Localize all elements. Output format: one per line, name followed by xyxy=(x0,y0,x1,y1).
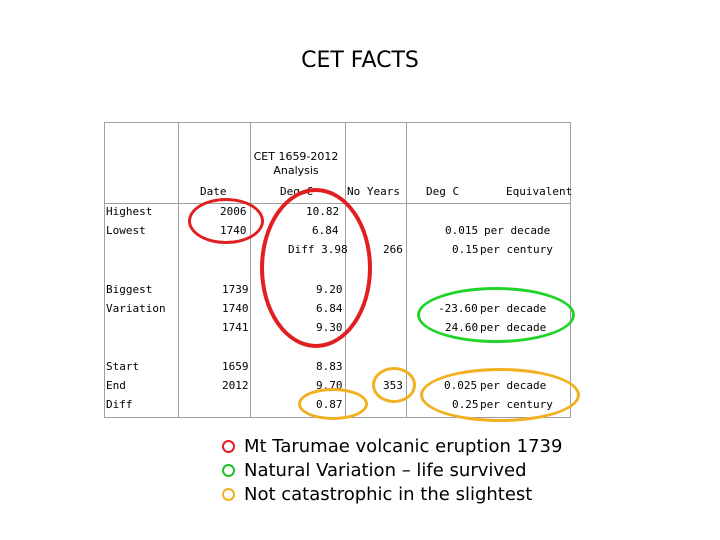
header-equivalent: Equivalent xyxy=(506,185,573,198)
bullet-item: Not catastrophic in the slightest xyxy=(222,482,562,506)
annotation-ring-orange xyxy=(298,388,368,420)
cell-degc: 8.83 xyxy=(316,360,343,373)
annotation-ring-red xyxy=(188,198,264,244)
row-label-variation: Variation xyxy=(106,302,166,315)
row-label-end: End xyxy=(106,379,126,392)
table-caption: CET 1659-2012 Analysis xyxy=(250,150,342,178)
row-label-diff: Diff xyxy=(106,398,133,411)
table-gridline xyxy=(104,122,105,418)
cell-rate: 0.15 xyxy=(452,243,479,256)
header-no-years: No Years xyxy=(347,185,400,198)
bullet-text: Mt Tarumae volcanic eruption 1739 xyxy=(244,435,563,457)
annotation-ring-green xyxy=(417,287,575,343)
cell-years: 266 xyxy=(383,243,403,256)
row-label-highest: Highest xyxy=(106,205,153,218)
table-gridline xyxy=(250,122,251,418)
table-gridline xyxy=(406,122,407,418)
bullet-text: Natural Variation – life survived xyxy=(244,459,527,481)
cell-date: 2012 xyxy=(222,379,249,392)
cell-equivalent: per decade xyxy=(484,224,551,237)
bullet-list: Mt Tarumae volcanic eruption 1739 Natura… xyxy=(222,434,562,506)
table-gridline xyxy=(178,122,179,418)
row-label-biggest: Biggest xyxy=(106,283,153,296)
annotation-ring-red xyxy=(260,188,372,348)
cell-date: 1739 xyxy=(222,283,249,296)
cell-date: 1741 xyxy=(222,321,249,334)
row-label-start: Start xyxy=(106,360,140,373)
table-caption-line1: CET 1659-2012 xyxy=(253,150,339,163)
header-date: Date xyxy=(200,185,227,198)
table-caption-line2: Analysis xyxy=(273,164,319,177)
row-label-lowest: Lowest xyxy=(106,224,146,237)
circle-bullet-icon xyxy=(222,463,235,477)
header-degc-2: Deg C xyxy=(426,185,460,198)
cell-rate: 0.015 xyxy=(445,224,479,237)
slide-title: CET FACTS xyxy=(301,48,419,73)
cell-equivalent: per century xyxy=(480,243,553,256)
table-gridline xyxy=(570,122,571,418)
bullet-item: Natural Variation – life survived xyxy=(222,458,562,482)
circle-bullet-icon xyxy=(222,487,235,501)
table-gridline xyxy=(104,122,571,123)
circle-bullet-icon xyxy=(222,439,235,453)
annotation-ring-orange xyxy=(372,367,416,403)
cell-date: 1659 xyxy=(222,360,249,373)
bullet-text: Not catastrophic in the slightest xyxy=(244,483,533,505)
annotation-ring-orange xyxy=(420,368,580,422)
bullet-item: Mt Tarumae volcanic eruption 1739 xyxy=(222,434,562,458)
cell-date: 1740 xyxy=(222,302,249,315)
